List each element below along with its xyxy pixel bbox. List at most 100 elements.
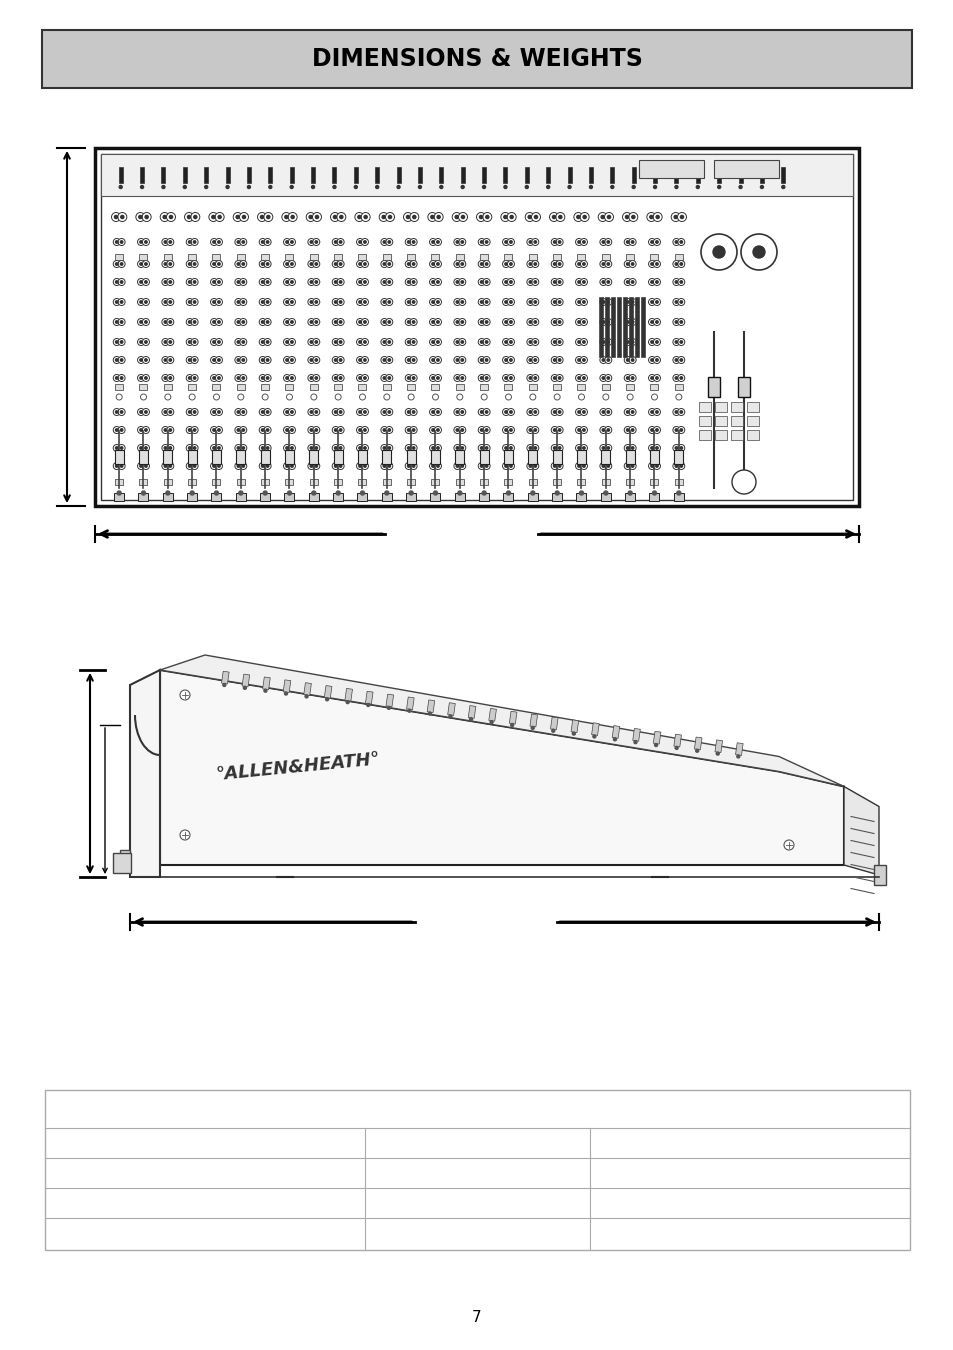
Circle shape	[601, 464, 604, 467]
Circle shape	[648, 463, 655, 470]
Bar	[188, 383, 196, 390]
Circle shape	[434, 463, 441, 470]
Circle shape	[558, 447, 560, 450]
Circle shape	[284, 693, 287, 695]
Circle shape	[648, 409, 655, 416]
Circle shape	[579, 298, 587, 305]
Circle shape	[677, 298, 684, 305]
Circle shape	[677, 239, 684, 246]
Circle shape	[239, 278, 247, 285]
Bar	[311, 167, 314, 184]
Bar	[553, 254, 560, 261]
Circle shape	[458, 339, 465, 346]
Circle shape	[485, 263, 487, 265]
Circle shape	[286, 447, 288, 450]
Circle shape	[242, 410, 244, 413]
Circle shape	[140, 185, 143, 189]
Bar	[714, 431, 726, 440]
Circle shape	[531, 409, 538, 416]
Circle shape	[434, 319, 441, 325]
Circle shape	[736, 755, 739, 757]
Bar	[406, 450, 416, 463]
Circle shape	[504, 281, 507, 284]
Bar	[310, 479, 317, 485]
Circle shape	[434, 278, 441, 285]
Circle shape	[649, 216, 652, 219]
Circle shape	[266, 240, 269, 243]
Circle shape	[482, 212, 492, 221]
Bar	[528, 450, 537, 463]
Circle shape	[291, 359, 293, 362]
Circle shape	[650, 281, 653, 284]
Circle shape	[396, 185, 399, 189]
Circle shape	[267, 216, 270, 219]
Circle shape	[606, 263, 609, 265]
Circle shape	[458, 298, 465, 305]
Bar	[438, 167, 443, 184]
Circle shape	[314, 447, 317, 450]
Circle shape	[452, 212, 460, 221]
Circle shape	[213, 447, 215, 450]
Bar	[309, 493, 318, 501]
Circle shape	[554, 394, 559, 400]
Circle shape	[558, 301, 560, 304]
Circle shape	[628, 239, 636, 246]
Circle shape	[623, 463, 631, 470]
Polygon shape	[843, 787, 878, 875]
Circle shape	[405, 374, 412, 382]
Circle shape	[648, 339, 655, 346]
Circle shape	[628, 463, 636, 470]
Circle shape	[118, 444, 125, 451]
Circle shape	[286, 240, 288, 243]
Circle shape	[674, 216, 677, 219]
Circle shape	[261, 359, 264, 362]
Circle shape	[531, 444, 538, 451]
Circle shape	[600, 216, 603, 219]
Circle shape	[160, 212, 169, 221]
Circle shape	[167, 298, 173, 305]
Bar	[213, 383, 220, 390]
Circle shape	[335, 240, 336, 243]
Circle shape	[118, 319, 125, 325]
Circle shape	[310, 263, 313, 265]
Circle shape	[388, 240, 390, 243]
Bar	[699, 416, 710, 427]
Circle shape	[525, 185, 528, 189]
Circle shape	[575, 298, 582, 305]
Circle shape	[781, 185, 784, 189]
Circle shape	[380, 463, 388, 470]
Circle shape	[531, 239, 538, 246]
Circle shape	[336, 409, 344, 416]
Circle shape	[456, 340, 458, 343]
Circle shape	[165, 394, 171, 400]
Circle shape	[606, 340, 609, 343]
Circle shape	[310, 321, 313, 323]
Circle shape	[679, 321, 681, 323]
Bar	[310, 254, 317, 261]
Circle shape	[648, 427, 655, 433]
Circle shape	[140, 447, 142, 450]
Circle shape	[113, 319, 120, 325]
Circle shape	[388, 429, 390, 431]
Circle shape	[332, 356, 339, 363]
Circle shape	[137, 319, 145, 325]
Circle shape	[650, 240, 653, 243]
Circle shape	[477, 356, 485, 363]
Circle shape	[336, 356, 344, 363]
Circle shape	[266, 340, 269, 343]
Circle shape	[164, 240, 167, 243]
Circle shape	[211, 356, 217, 363]
Circle shape	[458, 409, 465, 416]
Circle shape	[140, 263, 142, 265]
Circle shape	[186, 339, 193, 346]
Circle shape	[385, 278, 393, 285]
Bar	[625, 479, 634, 485]
Circle shape	[115, 301, 118, 304]
Circle shape	[650, 263, 653, 265]
Circle shape	[458, 356, 465, 363]
Circle shape	[186, 278, 193, 285]
Circle shape	[606, 429, 609, 431]
Circle shape	[679, 410, 681, 413]
Bar	[407, 254, 415, 261]
Circle shape	[534, 464, 536, 467]
